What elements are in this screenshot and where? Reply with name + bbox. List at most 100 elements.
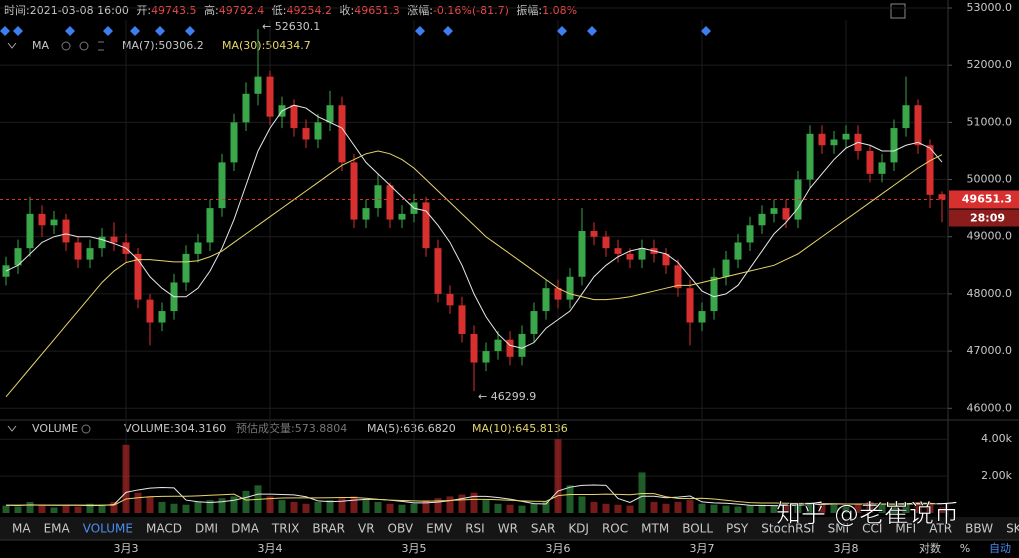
candle-body (50, 219, 58, 226)
axis-option[interactable]: % (960, 542, 970, 555)
legend-value: 50434.7 (265, 39, 311, 52)
calendar-icon[interactable] (890, 3, 906, 19)
axis-option[interactable]: 对数 (919, 541, 941, 555)
value: 1.08% (542, 4, 577, 17)
candle-body (530, 311, 538, 334)
indicator-tab[interactable]: BRAR (312, 522, 345, 536)
indicator-tab[interactable]: VR (358, 522, 375, 536)
volume-bar (518, 505, 526, 513)
indicator-tab[interactable]: MA (12, 522, 31, 536)
indicator-tab[interactable]: SAR (531, 522, 555, 536)
candle-body (878, 162, 886, 174)
candle-body (326, 105, 334, 123)
volume-bar (242, 490, 250, 513)
candle-body (2, 265, 10, 277)
label: 收: (340, 3, 355, 17)
indicator-tab[interactable]: KDJ (568, 522, 589, 536)
indicator-tab[interactable]: StochRSI (761, 522, 814, 536)
indicator-tab[interactable]: ROC (602, 522, 628, 536)
volume-bar (386, 503, 394, 513)
y-tick-label: 2.00k (981, 469, 1012, 482)
indicator-tab[interactable]: MTM (641, 522, 669, 536)
volume-bar (194, 501, 202, 513)
candle-body (626, 253, 634, 260)
candle-body (338, 105, 346, 163)
volume-bar (926, 503, 934, 513)
candle-body (14, 248, 22, 266)
volume-bar (734, 506, 742, 513)
indicator-tab[interactable]: SKDJ (1006, 522, 1019, 536)
indicator-tab[interactable]: DMI (195, 522, 218, 536)
volume-bar (782, 506, 790, 513)
candle-body (734, 242, 742, 260)
volume-bar (458, 494, 466, 513)
indicator-tab[interactable]: VOLUME (83, 522, 133, 536)
more-icon[interactable] (98, 41, 104, 51)
axis-option[interactable]: 自动 (989, 542, 1011, 555)
x-tick-label: 3月3 (114, 542, 139, 555)
indicator-tab[interactable]: WR (498, 522, 518, 536)
candle-body (182, 253, 190, 283)
collapse-icon[interactable] (7, 42, 17, 49)
volume-bar (170, 503, 178, 513)
candle-body (506, 339, 514, 357)
y-tick-label: 51000.0 (967, 115, 1013, 128)
signal-marker (185, 26, 195, 36)
candle-body (518, 333, 526, 357)
indicator-tab[interactable]: RSI (465, 522, 485, 536)
volume-bar (74, 506, 82, 513)
volume-bar (230, 496, 238, 513)
collapse-icon[interactable] (7, 425, 17, 432)
volume-bar (614, 504, 622, 513)
candle-body (158, 311, 166, 323)
indicator-tab[interactable]: PSY (726, 522, 749, 536)
ma-legend: MA(7):50306.2 (122, 39, 204, 52)
indicator-tab[interactable]: DMA (231, 522, 260, 536)
indicator-tab[interactable]: CCI (862, 522, 882, 536)
candle-body (194, 242, 202, 254)
candle-body (230, 122, 238, 163)
candle-body (926, 145, 934, 195)
candle-body (254, 76, 262, 94)
indicator-tab[interactable]: EMV (426, 522, 453, 536)
value: 49743.5 (151, 4, 197, 17)
candle-body (770, 208, 778, 214)
value: 49254.2 (287, 4, 333, 17)
indicator-tab[interactable]: ATR (929, 522, 952, 536)
indicator-tab[interactable]: MFI (895, 522, 916, 536)
indicator-tab[interactable]: MACD (146, 522, 182, 536)
indicator-tab[interactable]: BBW (965, 522, 993, 536)
candle-body (470, 333, 478, 363)
eye-icon[interactable] (61, 41, 71, 51)
indicator-tab[interactable]: BOLL (682, 522, 713, 536)
price-tag (949, 190, 1019, 209)
signal-marker (587, 26, 597, 36)
candle-body (698, 311, 706, 323)
volume-bar (266, 496, 274, 513)
volume-legend: MA(5):636.6820 (367, 422, 456, 435)
volume-bar (578, 496, 586, 513)
price-tag-label: 49651.3 (962, 192, 1012, 205)
candle-body (218, 162, 226, 209)
volume-legend: VOLUME:304.3160 (124, 422, 226, 435)
candle-body (290, 105, 298, 129)
volume-bar (26, 501, 34, 513)
indicator-tab[interactable]: EMA (44, 522, 71, 536)
countdown-tag (949, 209, 1019, 227)
low-annotation: ← 46299.9 (478, 390, 536, 403)
volume-bar (398, 504, 406, 513)
volume-bar (902, 503, 910, 513)
indicator-tab[interactable]: SMI (828, 522, 850, 536)
indicator-tab[interactable]: OBV (388, 522, 414, 536)
indicator-tab[interactable]: TRIX (271, 522, 299, 536)
settings-icon[interactable] (79, 41, 89, 51)
settings-icon[interactable] (81, 424, 91, 434)
volume-bar (62, 505, 70, 513)
volume-bar (530, 503, 538, 513)
y-tick-label: 4.00k (981, 432, 1012, 445)
volume-bar (470, 492, 478, 513)
volume-bar (38, 504, 46, 513)
candle-body (482, 351, 490, 363)
candle-body (710, 276, 718, 312)
